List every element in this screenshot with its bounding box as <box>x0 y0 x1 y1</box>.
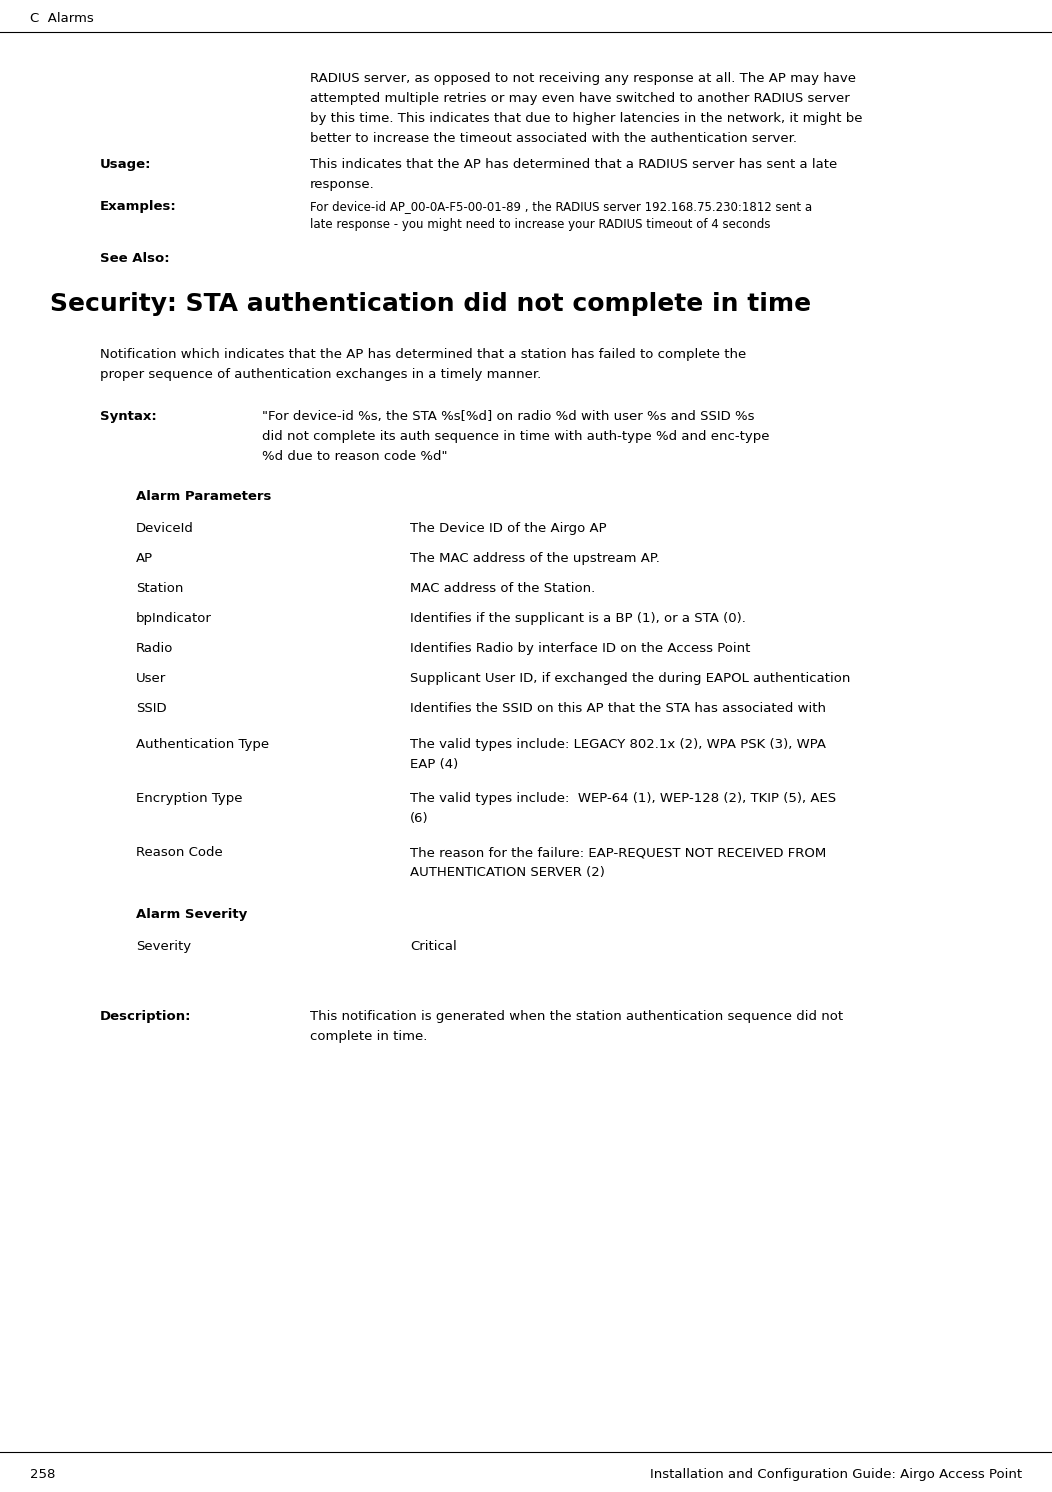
Text: %d due to reason code %d": %d due to reason code %d" <box>262 451 447 463</box>
Text: The MAC address of the upstream AP.: The MAC address of the upstream AP. <box>410 552 660 565</box>
Text: better to increase the timeout associated with the authentication server.: better to increase the timeout associate… <box>310 131 797 145</box>
Text: Notification which indicates that the AP has determined that a station has faile: Notification which indicates that the AP… <box>100 348 746 361</box>
Text: by this time. This indicates that due to higher latencies in the network, it mig: by this time. This indicates that due to… <box>310 112 863 125</box>
Text: Critical: Critical <box>410 940 457 953</box>
Text: EAP (4): EAP (4) <box>410 758 459 771</box>
Text: This notification is generated when the station authentication sequence did not: This notification is generated when the … <box>310 1010 843 1024</box>
Text: complete in time.: complete in time. <box>310 1029 427 1043</box>
Text: The valid types include: LEGACY 802.1x (2), WPA PSK (3), WPA: The valid types include: LEGACY 802.1x (… <box>410 739 826 750</box>
Text: Station: Station <box>136 582 183 595</box>
Text: The Device ID of the Airgo AP: The Device ID of the Airgo AP <box>410 522 607 536</box>
Text: Supplicant User ID, if exchanged the during EAPOL authentication: Supplicant User ID, if exchanged the dur… <box>410 671 850 685</box>
Text: This indicates that the AP has determined that a RADIUS server has sent a late: This indicates that the AP has determine… <box>310 158 837 172</box>
Text: Alarm Parameters: Alarm Parameters <box>136 489 271 503</box>
Text: Encryption Type: Encryption Type <box>136 792 243 806</box>
Text: "For device-id %s, the STA %s[%d] on radio %d with user %s and SSID %s: "For device-id %s, the STA %s[%d] on rad… <box>262 410 754 424</box>
Text: See Also:: See Also: <box>100 252 169 266</box>
Text: RADIUS server, as opposed to not receiving any response at all. The AP may have: RADIUS server, as opposed to not receivi… <box>310 72 856 85</box>
Text: AP: AP <box>136 552 154 565</box>
Text: Description:: Description: <box>100 1010 191 1024</box>
Text: Installation and Configuration Guide: Airgo Access Point: Installation and Configuration Guide: Ai… <box>650 1468 1021 1482</box>
Text: attempted multiple retries or may even have switched to another RADIUS server: attempted multiple retries or may even h… <box>310 93 850 104</box>
Text: 258: 258 <box>31 1468 56 1482</box>
Text: For device-id AP_00-0A-F5-00-01-89 , the RADIUS server 192.168.75.230:1812 sent : For device-id AP_00-0A-F5-00-01-89 , the… <box>310 200 812 213</box>
Text: Security: STA authentication did not complete in time: Security: STA authentication did not com… <box>50 292 811 316</box>
Text: DeviceId: DeviceId <box>136 522 194 536</box>
Text: C  Alarms: C Alarms <box>31 12 94 25</box>
Text: AUTHENTICATION SERVER (2): AUTHENTICATION SERVER (2) <box>410 865 605 879</box>
Text: Syntax:: Syntax: <box>100 410 157 424</box>
Text: Radio: Radio <box>136 642 174 655</box>
Text: Usage:: Usage: <box>100 158 151 172</box>
Text: Authentication Type: Authentication Type <box>136 739 269 750</box>
Text: The reason for the failure: EAP-REQUEST NOT RECEIVED FROM: The reason for the failure: EAP-REQUEST … <box>410 846 826 859</box>
Text: Examples:: Examples: <box>100 200 177 213</box>
Text: bpIndicator: bpIndicator <box>136 612 211 625</box>
Text: User: User <box>136 671 166 685</box>
Text: Identifies Radio by interface ID on the Access Point: Identifies Radio by interface ID on the … <box>410 642 750 655</box>
Text: proper sequence of authentication exchanges in a timely manner.: proper sequence of authentication exchan… <box>100 369 541 380</box>
Text: Identifies if the supplicant is a BP (1), or a STA (0).: Identifies if the supplicant is a BP (1)… <box>410 612 746 625</box>
Text: SSID: SSID <box>136 703 166 715</box>
Text: response.: response. <box>310 178 375 191</box>
Text: The valid types include:  WEP-64 (1), WEP-128 (2), TKIP (5), AES: The valid types include: WEP-64 (1), WEP… <box>410 792 836 806</box>
Text: Reason Code: Reason Code <box>136 846 223 859</box>
Text: late response - you might need to increase your RADIUS timeout of 4 seconds: late response - you might need to increa… <box>310 218 770 231</box>
Text: Alarm Severity: Alarm Severity <box>136 909 247 921</box>
Text: did not complete its auth sequence in time with auth-type %d and enc-type: did not complete its auth sequence in ti… <box>262 430 769 443</box>
Text: MAC address of the Station.: MAC address of the Station. <box>410 582 595 595</box>
Text: Severity: Severity <box>136 940 191 953</box>
Text: (6): (6) <box>410 812 428 825</box>
Text: Identifies the SSID on this AP that the STA has associated with: Identifies the SSID on this AP that the … <box>410 703 826 715</box>
